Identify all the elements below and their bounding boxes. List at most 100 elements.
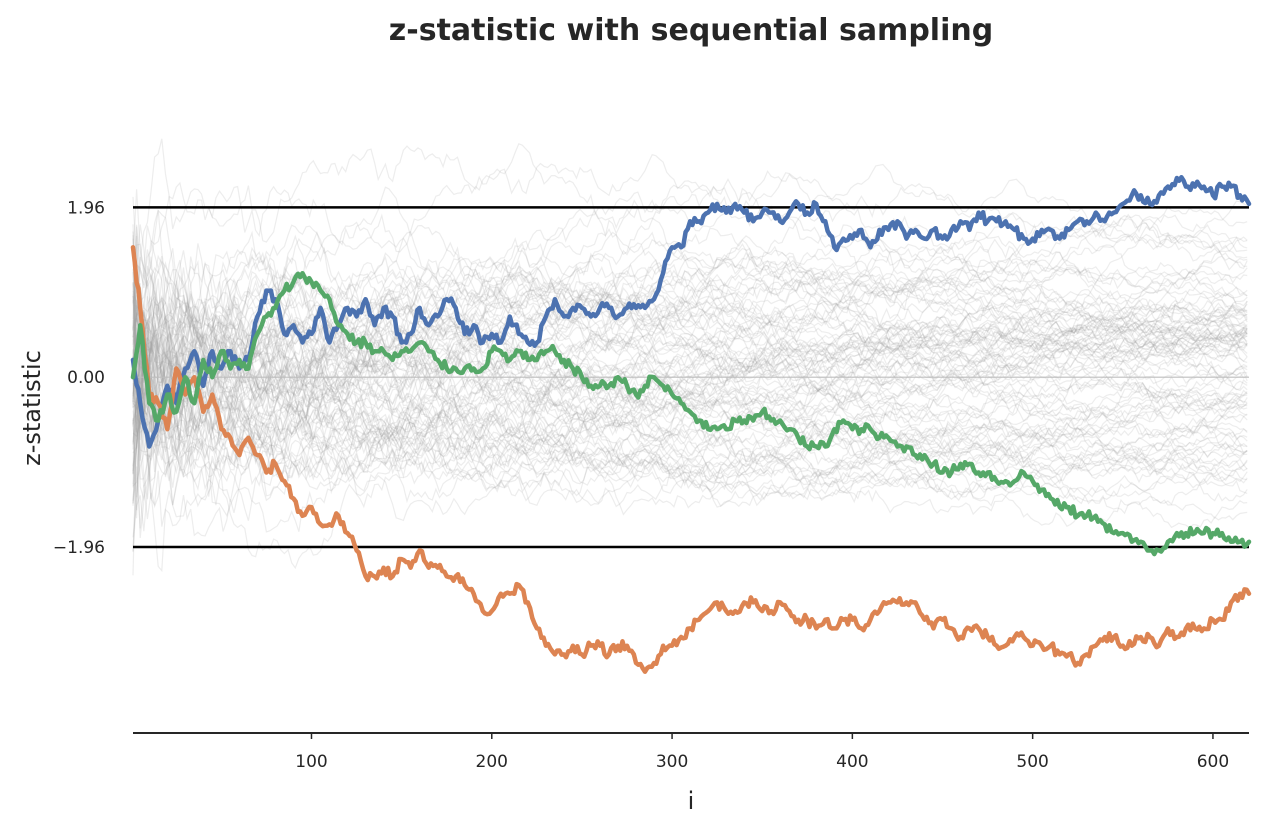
y-tick-label: 0.00 bbox=[67, 368, 105, 388]
y-axis-ticks: 1.96 0.00 −1.96 bbox=[53, 198, 105, 558]
background-trial-line bbox=[132, 243, 1248, 486]
background-trial-line bbox=[132, 339, 1248, 491]
background-trial-line bbox=[132, 289, 1248, 502]
background-trial-line bbox=[132, 315, 1248, 499]
x-tick-label: 200 bbox=[476, 752, 508, 772]
y-axis-label: z-statistic bbox=[18, 350, 46, 466]
background-trial-line bbox=[132, 241, 1248, 511]
x-tick-label: 600 bbox=[1197, 752, 1229, 772]
background-trial-line bbox=[132, 264, 1248, 417]
background-trial-line bbox=[132, 328, 1248, 474]
background-trial-line bbox=[132, 303, 1248, 501]
background-trial-line bbox=[132, 381, 1248, 501]
series-line-1 bbox=[130, 174, 1252, 449]
background-trial-line bbox=[132, 265, 1248, 413]
background-trial-line bbox=[132, 178, 1248, 473]
background-trial-line bbox=[132, 153, 1248, 369]
background-trial-line bbox=[132, 360, 1248, 553]
background-trial-line bbox=[132, 257, 1248, 449]
background-trial-line bbox=[132, 295, 1248, 500]
background-trial-line bbox=[132, 250, 1248, 424]
background-trial-line bbox=[132, 322, 1248, 518]
background-trials bbox=[132, 138, 1248, 576]
background-trial-line bbox=[132, 276, 1248, 490]
background-trial-line bbox=[132, 303, 1248, 518]
background-trial-line bbox=[132, 318, 1248, 519]
background-trial-line bbox=[132, 196, 1248, 357]
background-trial-line bbox=[132, 257, 1248, 461]
background-trial-line bbox=[132, 269, 1248, 417]
background-trial-line bbox=[132, 341, 1248, 504]
background-trial-line bbox=[132, 298, 1248, 452]
background-trial-line bbox=[132, 303, 1248, 573]
background-trial-line bbox=[132, 431, 1248, 538]
background-trial-line bbox=[132, 340, 1248, 570]
series-lines bbox=[130, 174, 1252, 674]
background-trial-line bbox=[132, 327, 1248, 487]
background-trial-line bbox=[132, 255, 1248, 502]
x-tick-label: 300 bbox=[656, 752, 688, 772]
background-trial-line bbox=[132, 242, 1248, 445]
background-trial-line bbox=[132, 209, 1248, 502]
background-trial-line bbox=[132, 372, 1248, 507]
background-trial-line bbox=[132, 281, 1248, 508]
background-trial-line bbox=[132, 252, 1248, 493]
background-trial-line bbox=[132, 274, 1248, 409]
background-trial-line bbox=[132, 304, 1248, 485]
background-trial-line bbox=[132, 290, 1248, 454]
background-trial-line bbox=[132, 230, 1248, 401]
background-trial-line bbox=[132, 360, 1248, 516]
background-trial-line bbox=[132, 319, 1248, 410]
background-trial-line bbox=[132, 313, 1248, 410]
background-trial-line bbox=[132, 236, 1248, 466]
background-trial-line bbox=[132, 344, 1248, 506]
reference-lines bbox=[133, 206, 1249, 549]
background-trial-line bbox=[132, 236, 1248, 488]
background-trial-line bbox=[132, 297, 1248, 538]
background-trial-line bbox=[132, 224, 1248, 410]
background-trial-line bbox=[132, 138, 1248, 379]
background-trial-line bbox=[132, 328, 1248, 463]
background-trial-line bbox=[132, 309, 1248, 450]
background-trial-line bbox=[132, 253, 1248, 396]
background-trial-line bbox=[132, 287, 1248, 576]
background-trial-line bbox=[132, 360, 1248, 507]
background-trial-line bbox=[132, 295, 1248, 490]
background-trial-line bbox=[132, 318, 1248, 451]
background-trial-line bbox=[132, 230, 1248, 446]
background-trial-line bbox=[132, 163, 1248, 466]
y-tick-label: 1.96 bbox=[67, 198, 105, 218]
background-trial-line bbox=[132, 222, 1248, 412]
background-trial-line bbox=[132, 172, 1248, 424]
y-tick-label: −1.96 bbox=[53, 538, 105, 558]
background-trial-line bbox=[132, 328, 1248, 522]
background-trial-line bbox=[132, 290, 1248, 471]
series-line-2 bbox=[130, 245, 1252, 674]
background-trial-line bbox=[132, 297, 1248, 494]
background-trial-line bbox=[132, 267, 1248, 476]
background-trial-line bbox=[132, 324, 1248, 489]
background-trial-line bbox=[132, 283, 1248, 505]
x-axis-ticks: 100 200 300 400 500 600 bbox=[295, 733, 1229, 772]
x-tick-label: 400 bbox=[836, 752, 868, 772]
background-trial-line bbox=[132, 254, 1248, 416]
background-trial-line bbox=[132, 325, 1248, 468]
background-trial-line bbox=[132, 250, 1248, 398]
background-trial-line bbox=[132, 390, 1248, 519]
x-tick-label: 500 bbox=[1016, 752, 1048, 772]
background-trial-line bbox=[132, 271, 1248, 480]
background-trial-line bbox=[132, 329, 1248, 533]
background-trial-line bbox=[132, 315, 1248, 473]
series-line-3 bbox=[130, 270, 1252, 557]
x-axis-label: i bbox=[688, 787, 695, 815]
background-trial-line bbox=[132, 278, 1248, 408]
chart-title: z-statistic with sequential sampling bbox=[389, 13, 993, 48]
background-trial-line bbox=[132, 238, 1248, 434]
background-trial-line bbox=[132, 233, 1248, 441]
background-trial-line bbox=[132, 263, 1248, 440]
background-trial-line bbox=[132, 321, 1248, 507]
background-trial-line bbox=[132, 304, 1248, 457]
background-trial-line bbox=[132, 189, 1248, 318]
